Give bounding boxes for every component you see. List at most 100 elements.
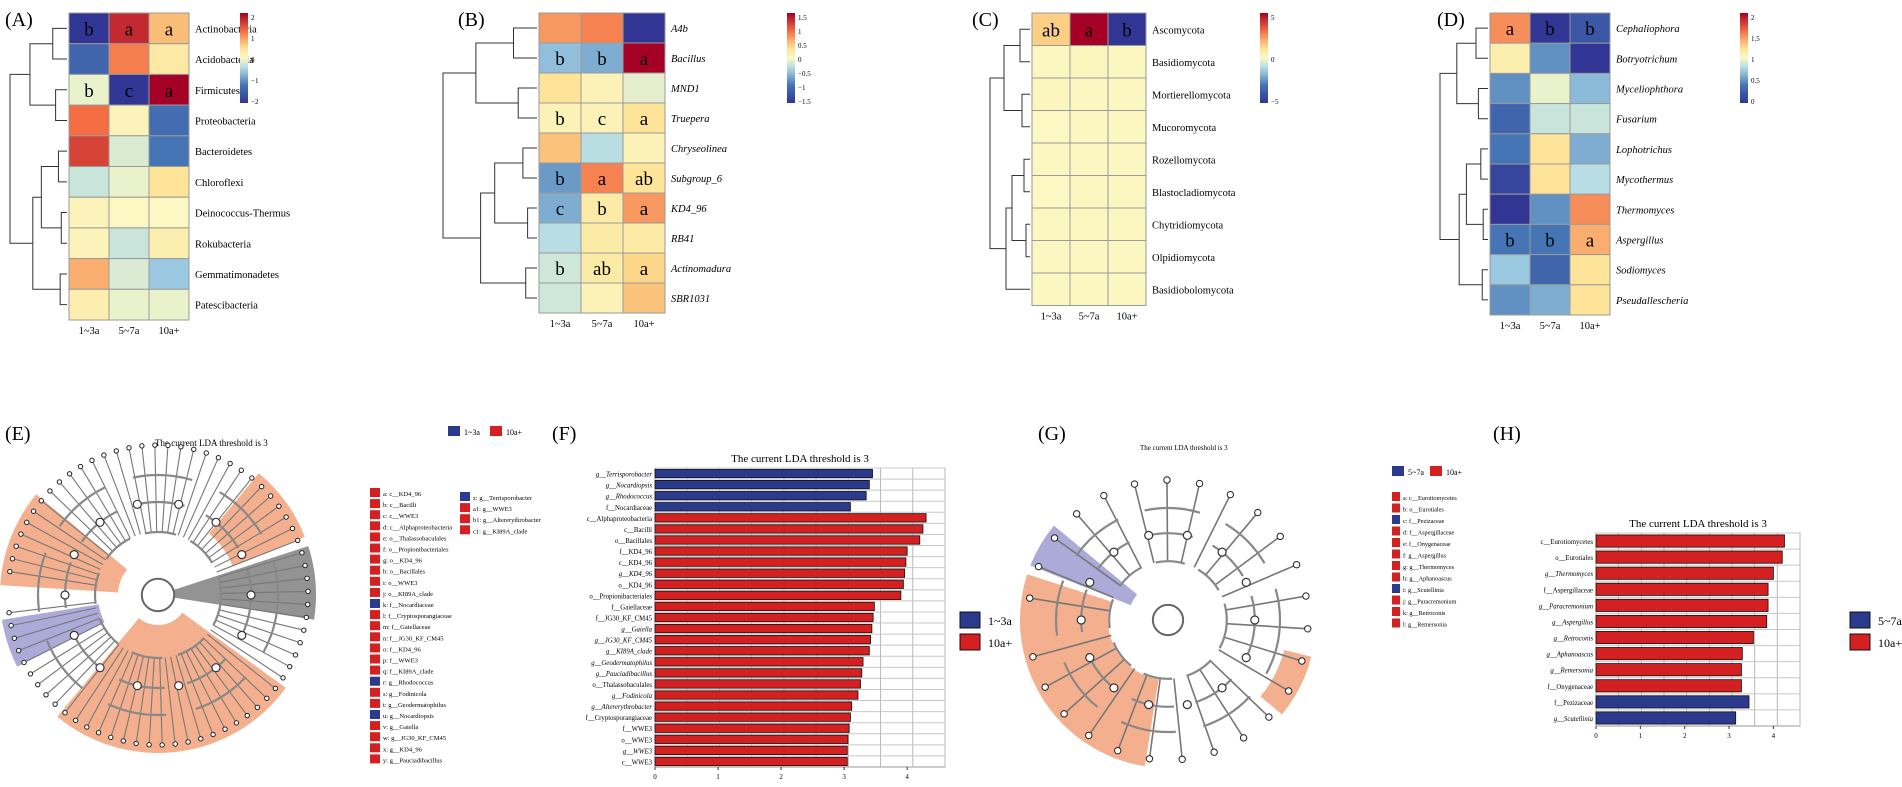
root-node	[1151, 603, 1185, 637]
leaf-node	[254, 704, 261, 711]
key-swatch	[1392, 492, 1400, 501]
leaf-node	[8, 622, 14, 629]
key-swatch	[1392, 526, 1400, 536]
branch	[1199, 669, 1245, 739]
heatmap-cell	[1489, 163, 1531, 195]
key-swatch	[370, 621, 380, 631]
panel-label: (D)	[1437, 9, 1465, 31]
row-label: Rokubacteria	[195, 239, 251, 250]
heatmap-cell	[148, 288, 190, 321]
leaf-node	[152, 442, 158, 448]
leaf-node	[280, 675, 286, 681]
heatmap-cell	[1489, 103, 1531, 135]
heatmap-cell	[108, 43, 150, 75]
key-swatch	[370, 532, 380, 542]
bar	[654, 701, 853, 711]
clade-shade	[1020, 574, 1159, 767]
heatmap-cell	[1569, 133, 1611, 165]
bar	[654, 568, 906, 578]
bar	[1595, 582, 1769, 596]
leaf-node	[159, 742, 165, 748]
internal-node	[1241, 577, 1251, 587]
key-label: a: c__KD4_96	[383, 491, 422, 498]
category-label: o__WWE3	[621, 737, 652, 744]
internal-node	[1144, 530, 1154, 540]
branch	[1088, 668, 1136, 736]
branch	[167, 446, 182, 533]
row-label: Acidobacteria	[195, 55, 254, 66]
key-label: r: g__Rhodococcus	[383, 680, 434, 687]
row-label: Firmicutes	[195, 86, 240, 97]
internal-node	[1085, 577, 1095, 587]
row-label: Fusarium	[1615, 115, 1657, 126]
branch	[1186, 675, 1215, 753]
heatmap-cell	[1529, 72, 1571, 105]
heatmap-panel-0: (A) b a a Actinobacteria Acidobacteria b c a Firm…	[5, 9, 290, 337]
branch	[49, 490, 114, 552]
column-label: 1~3a	[550, 319, 571, 330]
leaf-node	[18, 531, 24, 537]
scale-tick: 1	[251, 35, 255, 43]
bar	[654, 668, 863, 678]
row-label: A4b	[670, 24, 688, 35]
row-label: KD4_96	[670, 204, 707, 215]
heatmap-cell	[1107, 240, 1147, 274]
heatmap-cell	[538, 222, 582, 254]
key-swatch	[1392, 572, 1400, 582]
dendrogram	[9, 27, 67, 306]
category-label: g__Pauciadibacillus	[596, 671, 653, 678]
branch	[14, 612, 98, 639]
x-tick-label: 4	[905, 773, 909, 781]
key-swatch	[370, 499, 380, 509]
leaf-node	[302, 562, 308, 569]
heatmap-cell	[538, 252, 582, 284]
branch	[18, 617, 100, 652]
category-label: g__Fodinicola	[612, 693, 653, 700]
heatmap-cell	[538, 132, 582, 164]
leaf-node	[72, 717, 79, 724]
heatmap-cell	[1107, 175, 1147, 209]
leaf-node	[295, 537, 301, 544]
heatmap-cell	[1489, 284, 1531, 316]
scale-tick: 2	[251, 14, 255, 22]
leaf-node	[1178, 755, 1186, 763]
row-label: Bacillus	[671, 54, 705, 65]
branch	[219, 609, 304, 631]
leaf-node	[1060, 710, 1068, 718]
branch	[196, 477, 253, 547]
leaf-node	[7, 568, 13, 575]
heatmap-cell	[622, 162, 666, 194]
column-label: 1~3a	[79, 326, 100, 337]
key-swatch	[370, 565, 380, 575]
key-swatch	[460, 525, 470, 535]
heatmap-cell	[68, 12, 110, 45]
column-label: 10a+	[1579, 321, 1600, 332]
leaf-node	[185, 739, 191, 745]
leaf-node	[1302, 592, 1310, 600]
bar	[654, 646, 870, 656]
heatmap-cell	[1569, 12, 1611, 44]
leaf-node	[283, 514, 289, 520]
branch	[1223, 636, 1303, 662]
heatmap-cell	[108, 227, 150, 260]
significance-letter: a	[1506, 19, 1515, 40]
row-label: Chloroflexi	[195, 178, 243, 189]
heatmap-cell	[148, 196, 190, 229]
heatmap-cell	[622, 252, 666, 284]
legend-label: 5~7a	[1878, 614, 1902, 628]
branch	[185, 651, 226, 730]
bar	[654, 468, 873, 479]
bar	[654, 590, 902, 600]
key-label: z: g__Terrisporobacter	[473, 495, 533, 502]
key-swatch	[370, 754, 380, 764]
significance-letter: c	[125, 81, 133, 102]
key-swatch	[370, 488, 380, 497]
leaf-node	[198, 736, 204, 742]
branch	[214, 527, 293, 568]
heatmap-cell	[1529, 193, 1571, 225]
category-label: f__Pezizaceae	[1554, 700, 1593, 707]
branch	[1226, 622, 1308, 630]
scale-tick: 1.5	[1751, 35, 1760, 43]
key-swatch	[370, 743, 380, 753]
